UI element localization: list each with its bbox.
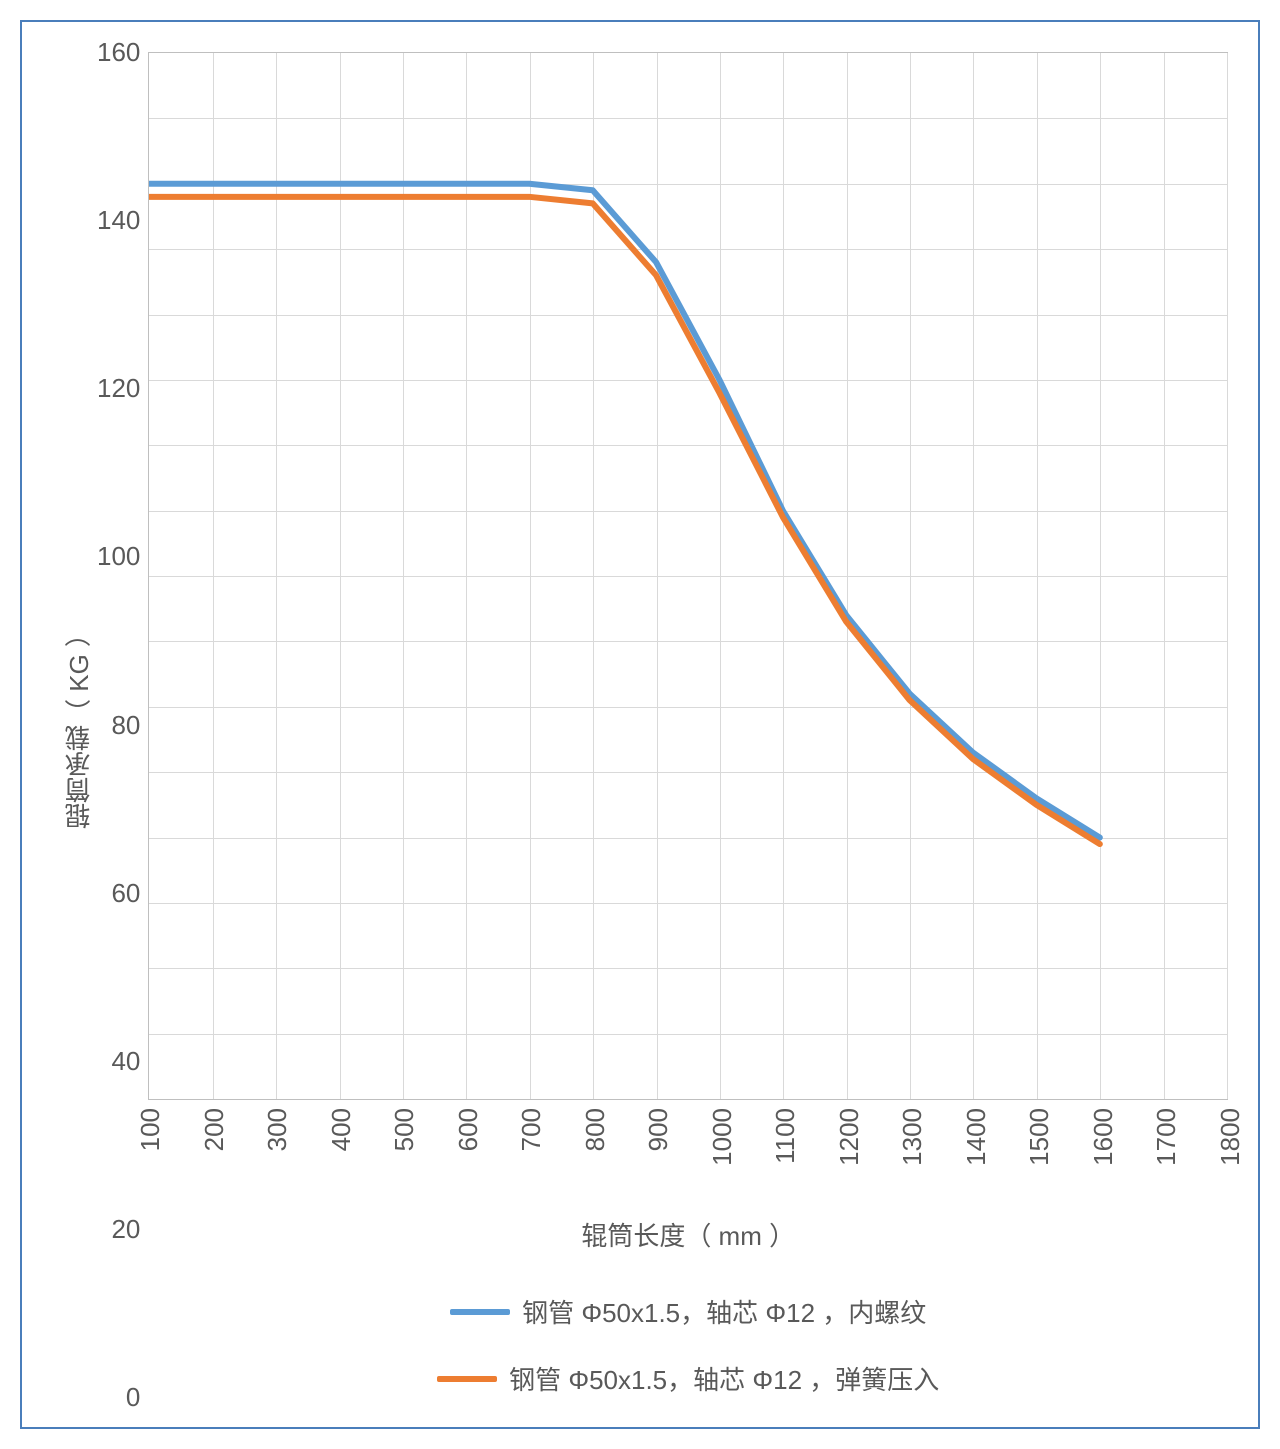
x-tick: 1500 — [1024, 1108, 1055, 1166]
chart-border: 辊筒承载（ KG ） 160140120100806040200 100 200 3… — [20, 20, 1260, 1429]
x-tick: 1300 — [897, 1108, 928, 1166]
legend-label-blue: 钢管 Φ50x1.5，轴芯 Φ12 ，内螺纹 — [522, 1293, 926, 1330]
x-tick: 200 — [199, 1108, 230, 1151]
x-tick: 1400 — [961, 1108, 992, 1166]
x-tick: 600 — [453, 1108, 484, 1151]
x-tick: 400 — [326, 1108, 357, 1151]
x-tick: 1700 — [1151, 1108, 1182, 1166]
x-axis-label: 辊筒长度（ mm ） — [148, 1210, 1228, 1273]
x-tick: 300 — [262, 1108, 293, 1151]
y-axis-label: 辊筒承载（ KG ） — [52, 52, 97, 1397]
chart-legend: 钢管 Φ50x1.5，轴芯 Φ12 ，内螺纹 钢管 Φ50x1.5，轴芯 Φ12… — [148, 1273, 1228, 1397]
plot-area — [148, 52, 1228, 1100]
gridline-v — [1227, 53, 1228, 1099]
legend-item-orange: 钢管 Φ50x1.5，轴芯 Φ12 ，弹簧压入 — [437, 1360, 939, 1397]
x-axis-ticks: 1002003004005006007008009001000110012001… — [148, 1100, 1228, 1210]
y-axis-ticks: 160140120100806040200 — [97, 52, 148, 1397]
chart-frame: 辊筒承载（ KG ） 160140120100806040200 100 200 3… — [0, 0, 1280, 1449]
chart-lines-svg — [149, 53, 1227, 1099]
x-tick: 1800 — [1215, 1108, 1246, 1166]
x-tick: 100 — [135, 1108, 166, 1151]
chart-main: 辊筒承载（ KG ） 160140120100806040200 100 200 3… — [52, 52, 1228, 1397]
legend-label-orange: 钢管 Φ50x1.5，轴芯 Φ12 ，弹簧压入 — [509, 1360, 939, 1397]
legend-item-blue: 钢管 Φ50x1.5，轴芯 Φ12 ，内螺纹 — [450, 1293, 926, 1330]
legend-swatch-orange — [437, 1376, 497, 1382]
x-tick: 900 — [643, 1108, 674, 1151]
x-tick: 1200 — [834, 1108, 865, 1166]
x-tick: 800 — [580, 1108, 611, 1151]
x-tick: 500 — [389, 1108, 420, 1151]
x-tick: 1100 — [770, 1108, 801, 1164]
x-tick: 1600 — [1088, 1108, 1119, 1166]
plot-wrap: 1002003004005006007008009001000110012001… — [148, 52, 1228, 1397]
series-blue — [149, 184, 1100, 838]
legend-swatch-blue — [450, 1309, 510, 1315]
x-tick: 700 — [516, 1108, 547, 1151]
x-tick: 1000 — [707, 1108, 738, 1166]
series-orange — [149, 197, 1100, 844]
